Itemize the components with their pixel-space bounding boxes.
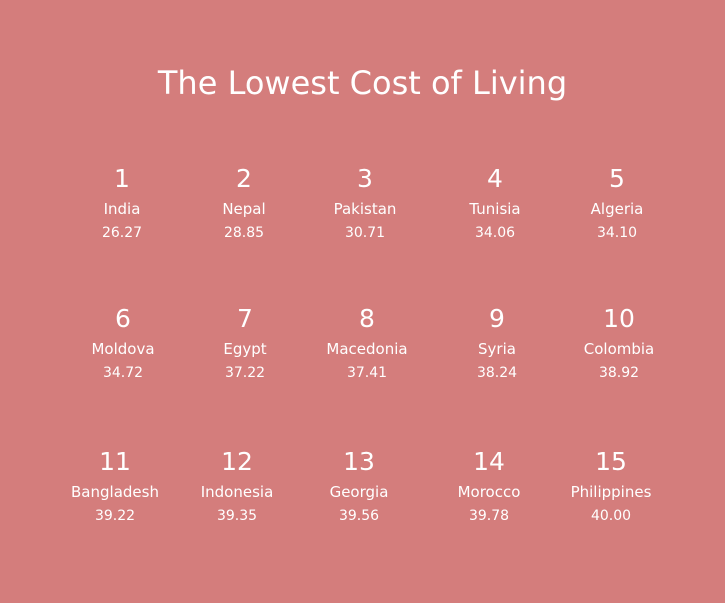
country-name: Indonesia: [200, 483, 274, 501]
ranking-item-1: 1 India 26.27: [47, 163, 197, 242]
country-name: Macedonia: [326, 340, 408, 358]
ranking-grid: 1 India 26.27 2 Nepal 28.85 3 Pakistan 3…: [0, 163, 725, 563]
cost-value: 34.10: [596, 225, 638, 241]
ranking-item-6: 6 Moldova 34.72: [48, 303, 198, 382]
country-name: Tunisia: [469, 200, 521, 218]
ranking-item-14: 14 Morocco 39.78: [414, 446, 564, 525]
country-name: Morocco: [457, 483, 521, 501]
rank-number: 14: [473, 447, 505, 476]
country-name: Moldova: [91, 340, 155, 358]
cost-value: 40.00: [590, 508, 632, 524]
cost-value: 34.06: [474, 225, 516, 241]
country-name: Colombia: [583, 340, 655, 358]
country-name: Egypt: [223, 340, 267, 358]
rank-number: 11: [99, 447, 131, 476]
ranking-item-13: 13 Georgia 39.56: [284, 446, 434, 525]
country-name: Pakistan: [333, 200, 397, 218]
rank-number: 7: [237, 304, 253, 333]
rank-number: 1: [114, 164, 130, 193]
ranking-item-3: 3 Pakistan 30.71: [290, 163, 440, 242]
cost-value: 39.35: [216, 508, 258, 524]
cost-value: 37.22: [224, 365, 266, 381]
cost-value: 39.22: [94, 508, 136, 524]
rank-number: 5: [609, 164, 625, 193]
ranking-item-2: 2 Nepal 28.85: [169, 163, 319, 242]
ranking-item-11: 11 Bangladesh 39.22: [40, 446, 190, 525]
cost-value: 38.92: [598, 365, 640, 381]
ranking-item-4: 4 Tunisia 34.06: [420, 163, 570, 242]
rank-number: 13: [343, 447, 375, 476]
ranking-item-7: 7 Egypt 37.22: [170, 303, 320, 382]
rank-number: 10: [603, 304, 635, 333]
cost-value: 30.71: [344, 225, 386, 241]
cost-value: 26.27: [101, 225, 143, 241]
rank-number: 2: [236, 164, 252, 193]
country-name: Nepal: [222, 200, 266, 218]
rank-number: 4: [487, 164, 503, 193]
ranking-item-9: 9 Syria 38.24: [422, 303, 572, 382]
cost-value: 38.24: [476, 365, 518, 381]
country-name: Algeria: [590, 200, 644, 218]
rank-number: 9: [489, 304, 505, 333]
page-title: The Lowest Cost of Living: [157, 64, 568, 102]
ranking-item-12: 12 Indonesia 39.35: [162, 446, 312, 525]
country-name: Syria: [478, 340, 516, 358]
country-name: Bangladesh: [71, 483, 159, 501]
rank-number: 6: [115, 304, 131, 333]
cost-value: 28.85: [223, 225, 265, 241]
country-name: India: [103, 200, 141, 218]
country-name: Georgia: [329, 483, 389, 501]
rank-number: 15: [595, 447, 627, 476]
ranking-item-8: 8 Macedonia 37.41: [292, 303, 442, 382]
cost-value: 34.72: [102, 365, 144, 381]
cost-value: 37.41: [346, 365, 388, 381]
ranking-item-10: 10 Colombia 38.92: [544, 303, 694, 382]
cost-value: 39.78: [468, 508, 510, 524]
cost-value: 39.56: [338, 508, 380, 524]
country-name: Philippines: [570, 483, 652, 501]
rank-number: 8: [359, 304, 375, 333]
rank-number: 12: [221, 447, 253, 476]
rank-number: 3: [357, 164, 373, 193]
ranking-item-5: 5 Algeria 34.10: [542, 163, 692, 242]
ranking-item-15: 15 Philippines 40.00: [536, 446, 686, 525]
